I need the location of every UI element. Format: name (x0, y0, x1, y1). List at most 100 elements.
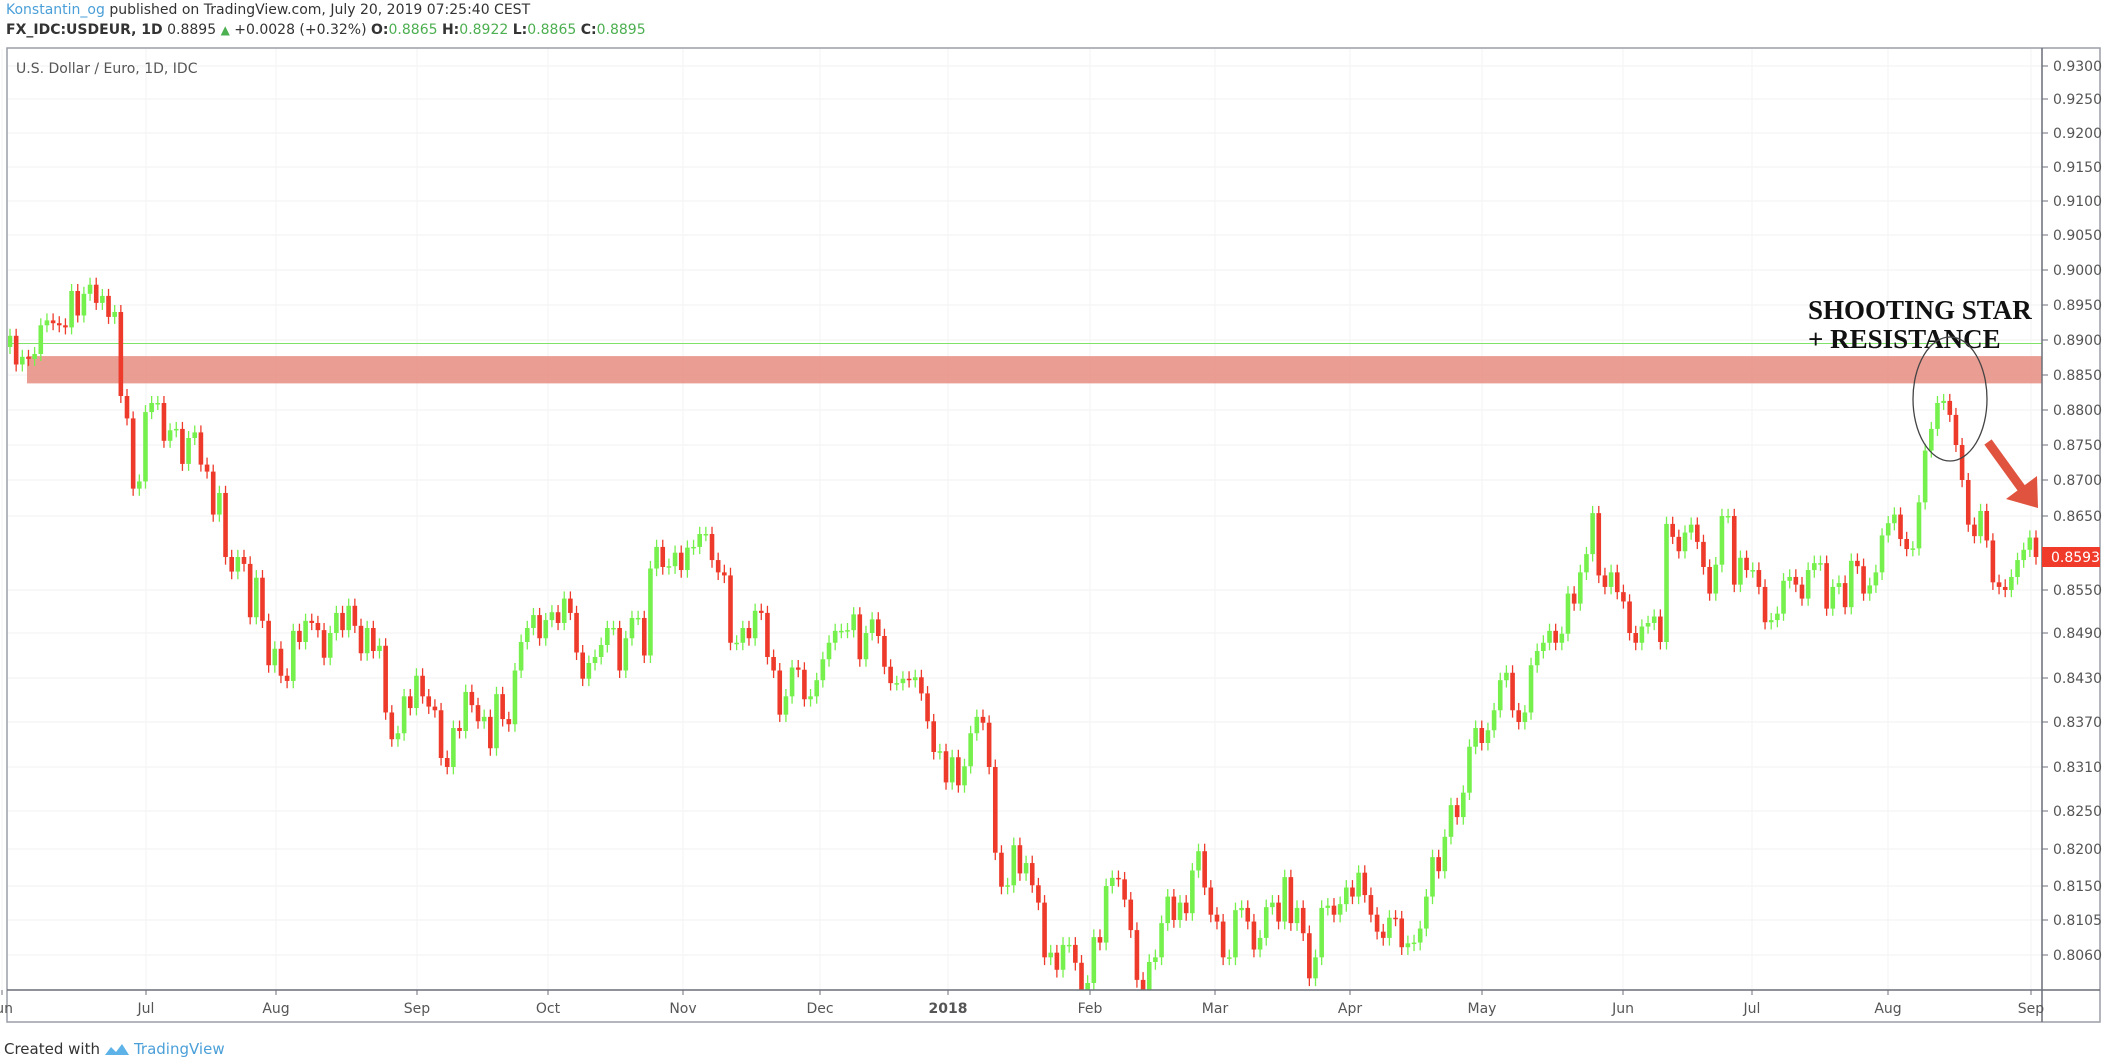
publish-info: Konstantin_og published on TradingView.c… (6, 2, 530, 18)
candle-body (999, 852, 1004, 887)
candle-body (937, 751, 943, 753)
candle-body (1719, 516, 1725, 565)
candle-down (888, 659, 893, 691)
candle-body (192, 432, 198, 438)
candle-down (315, 615, 321, 638)
candle-down (1245, 900, 1251, 930)
candle-body (1097, 937, 1103, 943)
close-value: 0.8895 (596, 22, 646, 38)
author-link[interactable]: Konstantin_og (6, 2, 105, 18)
candle-body (1805, 570, 1811, 599)
candle-body (1762, 586, 1768, 623)
candle-body (494, 694, 499, 749)
candle-down (777, 663, 783, 722)
candle-body (383, 645, 388, 713)
candle-body (641, 617, 647, 656)
annotation-resistance[interactable]: + RESISTANCE (1808, 324, 2001, 354)
candle-down (469, 684, 475, 713)
candle-up (1473, 720, 1478, 755)
candle-body (137, 481, 142, 489)
candle-body (407, 696, 413, 709)
candle-down (709, 526, 715, 568)
annotation-shooting-star[interactable]: SHOOTING STAR (1808, 295, 2032, 325)
grid-lines (1, 49, 2042, 990)
candle-body (906, 678, 912, 681)
resistance-zone[interactable] (27, 356, 2042, 384)
candle-up (1775, 606, 1780, 628)
candle-body (247, 563, 253, 618)
candle-body (888, 666, 893, 684)
candle-up (605, 620, 610, 653)
candle-up (1565, 586, 1571, 642)
candle-up (272, 641, 278, 673)
candle-up (155, 396, 161, 410)
candle-down (986, 715, 992, 775)
candle-body (346, 605, 351, 631)
candle-body (992, 767, 998, 853)
candle-up (592, 649, 598, 671)
candle-body (1645, 622, 1651, 627)
ellipse-highlight[interactable] (1912, 336, 1988, 462)
candle-body (1479, 728, 1485, 743)
candle-body (229, 557, 234, 572)
candle-body (1079, 962, 1084, 990)
candle-down (1701, 534, 1706, 575)
candle-up (832, 623, 838, 651)
candle-up (531, 607, 536, 636)
candle-body (1639, 626, 1645, 643)
candle-down (1202, 843, 1207, 896)
candle-down (1670, 516, 1675, 545)
candle-down (1621, 584, 1626, 609)
candle-up (1497, 672, 1503, 718)
candle-body (826, 642, 832, 660)
price-axis[interactable]: 0.9300 0.9250 0.9200 0.9150 0.9100 0.9050 0.90… (2042, 59, 2102, 964)
candle-up (1153, 949, 1158, 970)
candle-body (1541, 642, 1546, 651)
candle-body (167, 430, 173, 441)
candle-up (1768, 612, 1774, 630)
candle-down (475, 697, 481, 729)
candle-down (309, 613, 315, 631)
candle-down (1331, 898, 1337, 923)
candle-body (1214, 914, 1220, 922)
candle-body (900, 678, 906, 684)
candle-body (722, 572, 727, 576)
candle-body (1781, 580, 1786, 614)
candle-up (1738, 550, 1743, 593)
candle-up (1424, 889, 1429, 937)
time-label: Apr (1338, 1001, 1362, 1017)
candle-body (44, 320, 50, 326)
candle-body (173, 428, 179, 431)
candle-down (641, 610, 647, 663)
candle-body (272, 648, 278, 666)
candle-up (783, 689, 789, 722)
candle-up (1343, 880, 1349, 912)
candle-up (1534, 643, 1540, 673)
candle-body (1972, 524, 1977, 537)
candle-body (1885, 523, 1891, 536)
candle-up (1812, 555, 1817, 578)
candle-body (1239, 907, 1244, 911)
arrow-down-icon[interactable] (1984, 439, 2038, 508)
candle-body (925, 693, 930, 722)
candle-up (1688, 517, 1694, 540)
candle-body (974, 716, 980, 734)
candle-body (1738, 557, 1743, 585)
candle-body (678, 552, 684, 571)
candle-up (481, 709, 487, 729)
open-value: 0.8865 (388, 22, 438, 38)
candle-body (1294, 907, 1300, 924)
candle-up (1467, 739, 1472, 800)
time-axis[interactable]: Jun Jul Aug Sep Oct Nov Dec 2018 Feb Mar Apr May Jun… (0, 990, 2044, 1017)
candle-body (1017, 845, 1023, 874)
candle-up (826, 635, 832, 667)
candle-down (1350, 880, 1355, 905)
price-label: 0.8310 (2053, 760, 2102, 776)
candle-up (327, 625, 333, 666)
candle-body (1935, 403, 1940, 429)
tradingview-link[interactable]: TradingView (133, 1040, 225, 1058)
candle-up (1491, 702, 1497, 738)
candle-body (1608, 572, 1614, 587)
candle-body (598, 645, 604, 657)
